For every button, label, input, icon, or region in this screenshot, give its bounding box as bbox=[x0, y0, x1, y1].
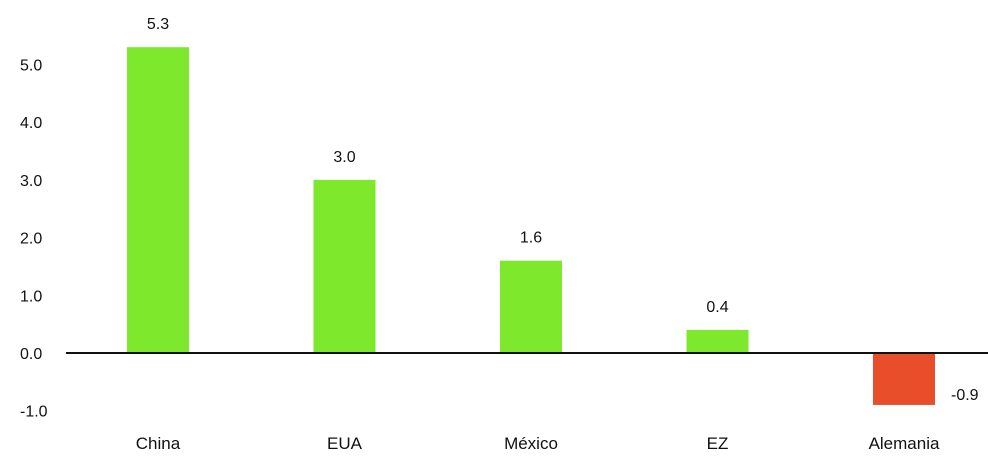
y-tick-label: 5.0 bbox=[20, 58, 42, 75]
bar-mxico bbox=[500, 260, 562, 353]
y-tick-label: 3.0 bbox=[20, 173, 42, 190]
y-tick-label: 1.0 bbox=[20, 288, 42, 305]
y-tick-label: 4.0 bbox=[20, 115, 42, 132]
category-label: Alemania bbox=[869, 434, 940, 453]
bar-eua bbox=[313, 179, 376, 353]
bar-china bbox=[127, 47, 189, 353]
bar-ez bbox=[686, 329, 749, 353]
data-label: 3.0 bbox=[333, 149, 355, 166]
data-label: 1.6 bbox=[520, 230, 542, 247]
category-label: EUA bbox=[327, 434, 363, 453]
category-label: México bbox=[504, 434, 558, 453]
category-label: EZ bbox=[707, 434, 729, 453]
data-label: 5.3 bbox=[147, 16, 169, 33]
category-label: China bbox=[136, 434, 181, 453]
y-tick-label: 2.0 bbox=[20, 231, 42, 248]
bar-alemania bbox=[873, 353, 935, 405]
data-label: -0.9 bbox=[951, 387, 979, 404]
data-label: 0.4 bbox=[706, 299, 728, 316]
y-tick-label: 0.0 bbox=[20, 346, 42, 363]
y-tick-label: -1.0 bbox=[20, 404, 48, 421]
